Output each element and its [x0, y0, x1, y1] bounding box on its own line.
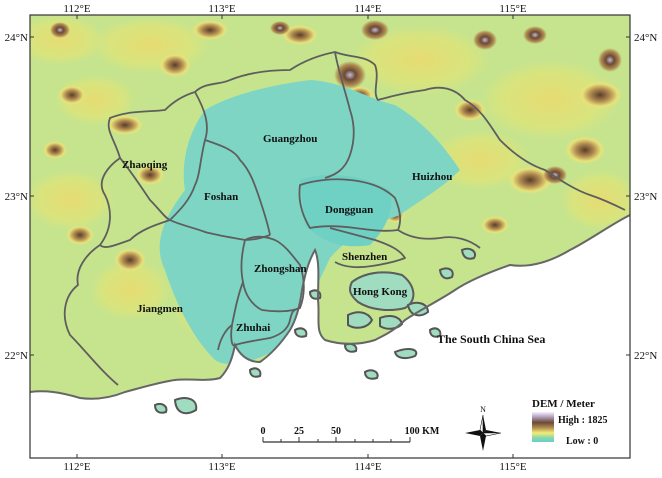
- city-label-zhuhai: Zhuhai: [236, 322, 270, 334]
- dem-map-area: [30, 15, 630, 458]
- lat-label-right-22: 22°N: [634, 350, 657, 362]
- legend-color-ramp: [532, 412, 554, 442]
- islands: [153, 247, 476, 415]
- lon-label-top-113: 113°E: [208, 3, 235, 15]
- lat-label-left-24: 24°N: [5, 32, 28, 44]
- legend-low: Low : 0: [566, 436, 598, 447]
- scale-label-25: 25: [294, 426, 304, 437]
- city-label-zhongshan: Zhongshan: [254, 263, 307, 275]
- graticule-ticks: [30, 15, 630, 458]
- coastline: [30, 214, 630, 400]
- map-frame: [29, 14, 631, 459]
- lon-label-bottom-115: 115°E: [499, 461, 526, 473]
- lon-label-bottom-112: 112°E: [63, 461, 90, 473]
- city-boundaries: [63, 51, 626, 386]
- lat-label-right-24: 24°N: [634, 32, 657, 44]
- sea-label: The South China Sea: [437, 332, 545, 346]
- city-label-shenzhen: Shenzhen: [342, 251, 387, 263]
- lon-label-bottom-113: 113°E: [208, 461, 235, 473]
- scale-label-0: 0: [261, 426, 266, 437]
- legend-title: DEM / Meter: [532, 398, 595, 410]
- city-label-huizhou: Huizhou: [412, 171, 452, 183]
- delta-plain-2: [300, 174, 392, 247]
- scale-label-100: 100 KM: [405, 426, 440, 437]
- lon-label-top-114: 114°E: [354, 3, 381, 15]
- north-arrow: N: [465, 405, 502, 451]
- scale-label-50: 50: [331, 426, 341, 437]
- legend: DEM / Meter High : 1825 Low : 0: [532, 398, 607, 447]
- lat-label-left-22: 22°N: [5, 350, 28, 362]
- lon-label-bottom-114: 114°E: [354, 461, 381, 473]
- north-label: N: [480, 405, 486, 414]
- sea: [30, 215, 630, 458]
- city-label-zhaoqing: Zhaoqing: [122, 159, 168, 171]
- scale-bar: 0 25 50 100 KM: [261, 426, 440, 443]
- hongkong-boundary: [349, 271, 415, 311]
- legend-high: High : 1825: [558, 415, 607, 426]
- city-label-foshan: Foshan: [204, 191, 238, 203]
- lat-label-right-23: 23°N: [634, 191, 657, 203]
- lon-label-top-115: 115°E: [499, 3, 526, 15]
- lon-label-top-112: 112°E: [63, 3, 90, 15]
- city-label-guangzhou: Guangzhou: [263, 133, 317, 145]
- city-label-hongkong: Hong Kong: [353, 286, 408, 298]
- city-label-jiangmen: Jiangmen: [137, 303, 183, 315]
- city-label-dongguan: Dongguan: [325, 204, 373, 216]
- lat-label-left-23: 23°N: [5, 191, 28, 203]
